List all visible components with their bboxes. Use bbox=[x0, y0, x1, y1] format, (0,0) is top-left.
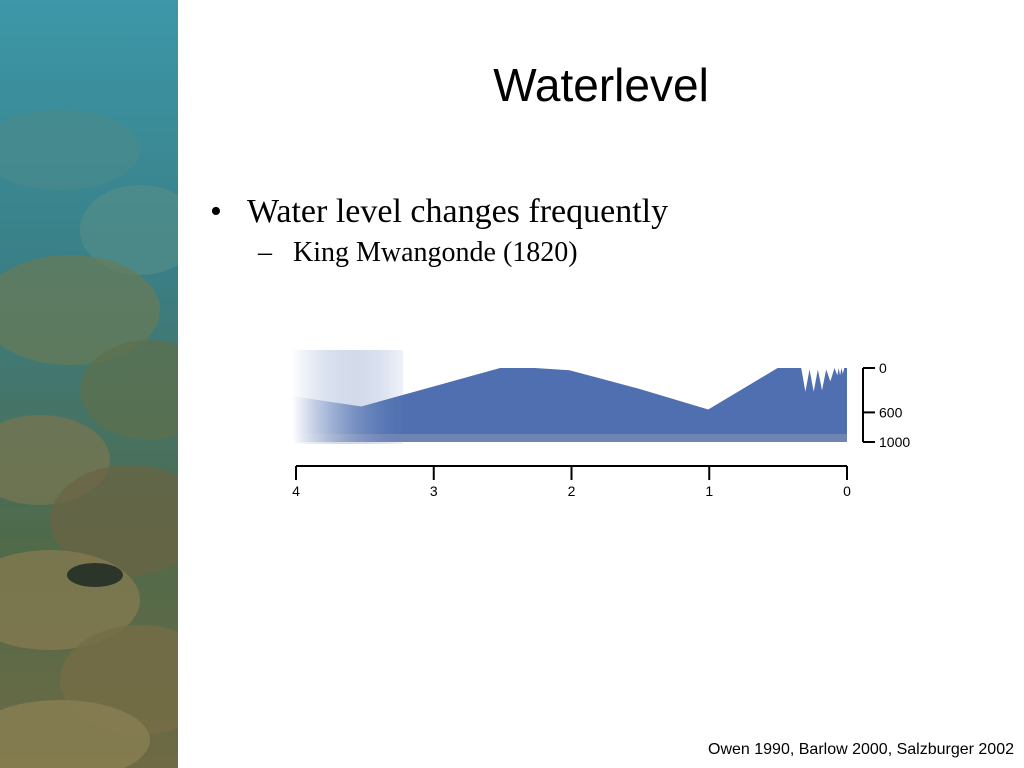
x-tick-label: 1 bbox=[705, 483, 713, 499]
sub-bullet-marker: – bbox=[258, 237, 272, 268]
underwater-photo-panel bbox=[0, 0, 178, 768]
bullet-marker: • bbox=[210, 193, 222, 230]
fade-overlay bbox=[292, 350, 403, 444]
sub-bullet-text: King Mwangonde (1820) bbox=[293, 237, 578, 268]
bullet-text: Water level changes frequently bbox=[247, 193, 669, 230]
baseline-band bbox=[292, 434, 847, 442]
slide-title: Waterlevel bbox=[493, 59, 709, 111]
bullet-list: • Water level changes frequently – King … bbox=[210, 193, 668, 269]
sub-bullet-item: – King Mwangonde (1820) bbox=[258, 237, 668, 269]
y-axis: 0 600 1000 bbox=[862, 360, 910, 450]
water-level-chart: 4 3 2 1 0 0 600 1000 bbox=[292, 350, 910, 499]
bullet-item: • Water level changes frequently bbox=[210, 193, 668, 231]
x-axis: 4 3 2 1 0 bbox=[292, 465, 851, 499]
citation: Owen 1990, Barlow 2000, Salzburger 2002 bbox=[708, 741, 1014, 758]
y-tick-label: 1000 bbox=[879, 434, 910, 450]
underwater-rocks-image bbox=[0, 0, 178, 768]
x-tick-label: 0 bbox=[843, 483, 851, 499]
x-tick-label: 4 bbox=[292, 483, 300, 499]
x-tick-label: 2 bbox=[568, 483, 576, 499]
y-tick-label: 600 bbox=[879, 404, 903, 420]
water-level-area bbox=[292, 368, 847, 442]
x-tick-label: 3 bbox=[430, 483, 438, 499]
y-tick-label: 0 bbox=[879, 360, 887, 376]
